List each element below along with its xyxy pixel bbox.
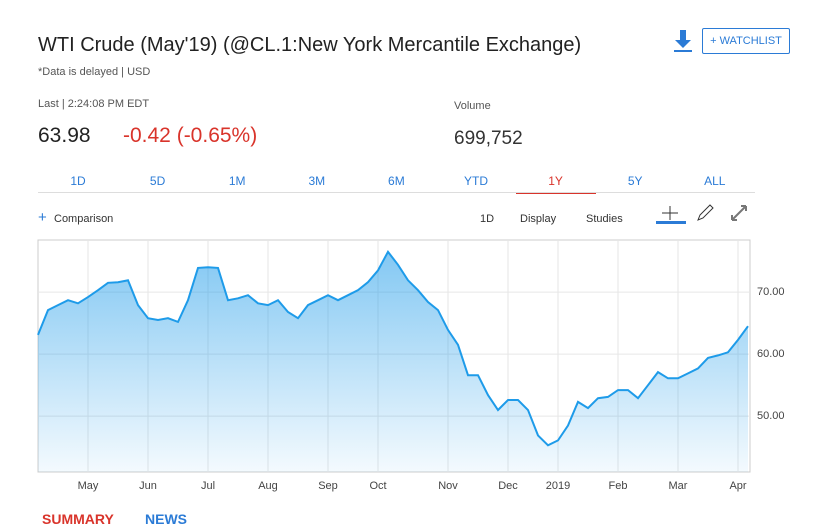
download-icon[interactable] bbox=[672, 28, 694, 54]
x-tick-label: Sep bbox=[318, 480, 338, 492]
x-tick-label: 2019 bbox=[546, 480, 570, 492]
range-tab[interactable]: 5D bbox=[149, 174, 166, 188]
studies-button[interactable]: Studies bbox=[586, 213, 623, 225]
range-tab[interactable]: 1M bbox=[228, 174, 246, 188]
y-tick-label: 60.00 bbox=[757, 348, 785, 360]
last-label: Last | 2:24:08 PM EDT bbox=[38, 98, 150, 110]
range-tab[interactable]: 1Y bbox=[515, 174, 596, 194]
x-tick-label: Nov bbox=[438, 480, 458, 492]
watchlist-button[interactable]: + WATCHLIST bbox=[702, 28, 790, 54]
x-tick-label: Apr bbox=[729, 480, 746, 492]
display-button[interactable]: Display bbox=[520, 213, 557, 225]
bottom-tab[interactable]: NEWS bbox=[145, 511, 187, 527]
range-tab[interactable]: YTD bbox=[464, 174, 488, 188]
range-tab[interactable]: 6M bbox=[388, 174, 405, 188]
change: -0.42 (-0.65%) bbox=[123, 124, 258, 147]
volume: 699,752 bbox=[454, 128, 523, 149]
chart: 50.00 60.00 70.00 May Jun Jul Aug Sep Oct Nov Dec 2… bbox=[37, 239, 785, 492]
x-tick-label: Aug bbox=[258, 480, 278, 492]
y-tick-label: 50.00 bbox=[757, 410, 785, 422]
chart-tools bbox=[656, 204, 747, 224]
range-tab[interactable]: ALL bbox=[704, 174, 726, 188]
x-tick-label: Feb bbox=[609, 480, 628, 492]
range-tab[interactable]: 3M bbox=[308, 174, 326, 188]
x-tick-label: Oct bbox=[369, 480, 386, 492]
area bbox=[38, 251, 748, 472]
range-tab[interactable]: 1D bbox=[70, 174, 86, 188]
x-tick-label: May bbox=[78, 480, 99, 492]
volume-label: Volume bbox=[454, 100, 491, 112]
title: WTI Crude (May'19) (@CL.1:New York Merca… bbox=[38, 34, 582, 56]
tab-divider bbox=[38, 192, 755, 193]
x-tick-label: Jun bbox=[139, 480, 157, 492]
x-tick-label: Jul bbox=[201, 480, 215, 492]
line bbox=[37, 249, 749, 447]
x-tick-label: Dec bbox=[498, 480, 518, 492]
plus-icon: + bbox=[38, 209, 47, 226]
comparison-button[interactable]: Comparison bbox=[54, 213, 114, 225]
range-tab[interactable]: 5Y bbox=[627, 174, 643, 188]
subtitle: *Data is delayed | USD bbox=[38, 66, 151, 78]
y-tick-label: 70.00 bbox=[757, 286, 785, 298]
bottom-tab[interactable]: SUMMARY bbox=[42, 511, 114, 527]
interval-button[interactable]: 1D bbox=[480, 213, 495, 225]
price: 63.98 bbox=[38, 124, 91, 147]
x-tick-label: Mar bbox=[669, 480, 688, 492]
